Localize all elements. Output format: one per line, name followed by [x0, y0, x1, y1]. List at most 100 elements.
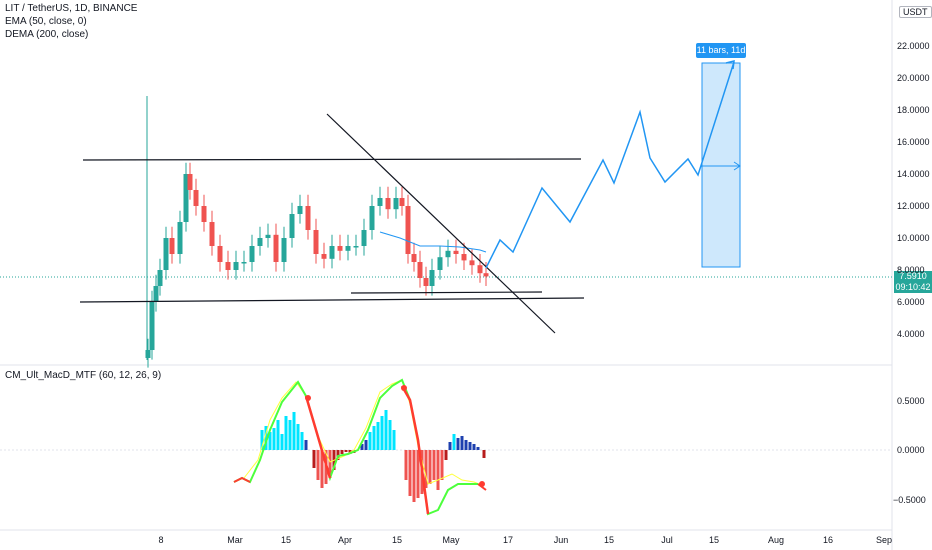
time-tick: 16 [823, 535, 833, 545]
candle-body [183, 174, 189, 222]
projection-drawing[interactable] [485, 60, 741, 269]
last-price-value: 7.5910 [899, 271, 927, 281]
time-tick: Jun [554, 535, 569, 545]
candle-body [429, 270, 435, 286]
macd-lines [233, 378, 487, 516]
oscillator-legend[interactable]: CM_Ult_MacD_MTF (60, 12, 26, 9) [5, 370, 162, 381]
last-price-tag: 7.5910 09:10:42 [894, 271, 932, 293]
ema-indicator-label[interactable]: EMA (50, close, 0) [5, 16, 87, 27]
projection-label[interactable]: 11 bars, 11d [696, 43, 746, 58]
local-support-trendline[interactable] [350, 291, 543, 294]
macd-histogram-bar [340, 450, 344, 454]
candle-body [453, 250, 459, 254]
macd-histogram-bar [456, 438, 460, 450]
candle-body [305, 206, 311, 230]
ema-line [379, 231, 487, 253]
symbol-title[interactable]: LIT / TetherUS, 1D, BINANCE [5, 3, 138, 14]
time-tick: 15 [281, 535, 291, 545]
osc-tick: −0.5000 [893, 495, 926, 505]
candle-body [321, 254, 327, 259]
candle-body [297, 206, 303, 214]
support-trendline[interactable] [79, 297, 585, 303]
ema-polyline [379, 231, 487, 253]
signal-line [233, 379, 485, 487]
macd-histogram-bar [424, 450, 428, 488]
candle-body [329, 246, 335, 259]
time-tick: Aug [768, 535, 784, 545]
candle-body [289, 214, 295, 238]
candle-body [399, 198, 405, 206]
resistance-trendline[interactable] [82, 158, 582, 161]
candle-body [153, 286, 159, 302]
time-axis[interactable]: 8 Mar 15 Apr 15 May 17 Jun 15 Jul 15 Aug… [158, 535, 892, 545]
candle-body [217, 246, 223, 262]
time-tick: 15 [604, 535, 614, 545]
macd-histogram-bar [320, 450, 324, 488]
macd-histogram-bar [296, 424, 300, 450]
macd-histogram-bar [460, 436, 464, 450]
price-axis[interactable]: 22.0000 20.0000 18.0000 16.0000 14.0000 … [897, 41, 930, 339]
dema-indicator-label[interactable]: DEMA (200, close) [5, 29, 89, 40]
macd-histogram-bar [448, 442, 452, 450]
macd-histogram-bar [404, 450, 408, 480]
price-tick: 12.0000 [897, 201, 930, 211]
macd-histogram-bar [384, 410, 388, 450]
macd-histogram [260, 410, 486, 502]
osc-tick: 0.5000 [897, 396, 925, 406]
macd-histogram-bar [264, 426, 268, 450]
macd-histogram-bar [316, 450, 320, 480]
macd-histogram-bar [276, 420, 280, 450]
candle-body [423, 278, 429, 286]
candle-body [393, 198, 399, 210]
time-tick: Jul [661, 535, 673, 545]
descending-trendline[interactable] [326, 113, 556, 334]
bar-countdown: 09:10:42 [895, 282, 931, 292]
macd-histogram-bar [344, 450, 348, 452]
macd-histogram-bar [292, 412, 296, 450]
candle-body [233, 262, 239, 270]
range-arrow-icon [733, 161, 741, 171]
macd-histogram-bar [372, 426, 376, 450]
candle-body [145, 350, 151, 358]
price-tick: 18.0000 [897, 105, 930, 115]
candle-body [369, 206, 375, 230]
macd-line-up [233, 378, 478, 516]
time-tick: Mar [227, 535, 243, 545]
time-tick: 15 [392, 535, 402, 545]
date-price-range-box[interactable] [701, 62, 741, 268]
candle-body [469, 260, 475, 266]
macd-histogram-bar [376, 422, 380, 450]
oscillator-axis[interactable]: 0.5000 0.0000 −0.5000 [893, 396, 926, 505]
macd-histogram-bar [380, 416, 384, 450]
candle-body [313, 230, 319, 254]
macd-histogram-bar [368, 432, 372, 450]
macd-histogram-bar [280, 434, 284, 450]
chart-legend: LIT / TetherUS, 1D, BINANCE EMA (50, clo… [5, 2, 137, 41]
macd-histogram-bar [408, 450, 412, 496]
candle-body [445, 250, 451, 258]
candle-body [353, 246, 359, 248]
candle-body [169, 238, 175, 254]
currency-badge[interactable]: USDT [899, 6, 932, 18]
candle-body [225, 262, 231, 270]
macd-histogram-bar [288, 420, 292, 450]
candle-body [361, 230, 367, 246]
candle-body [177, 222, 183, 254]
macd-histogram-bar [436, 450, 440, 490]
macd-histogram-bar [388, 420, 392, 450]
candle-body [187, 174, 193, 190]
price-tick: 22.0000 [897, 41, 930, 51]
time-tick: Apr [338, 535, 352, 545]
candle-body [337, 246, 343, 251]
macd-histogram-bar [392, 430, 396, 450]
candle-body [377, 198, 383, 206]
price-path-projection[interactable] [485, 61, 735, 269]
candle-body [477, 265, 483, 274]
macd-histogram-bar [464, 440, 468, 450]
macd-cross-dot [305, 395, 311, 401]
macd-histogram-bar [452, 434, 456, 450]
drawings[interactable] [79, 113, 585, 334]
candle-body [411, 254, 417, 262]
macd-histogram-bar [412, 450, 416, 502]
